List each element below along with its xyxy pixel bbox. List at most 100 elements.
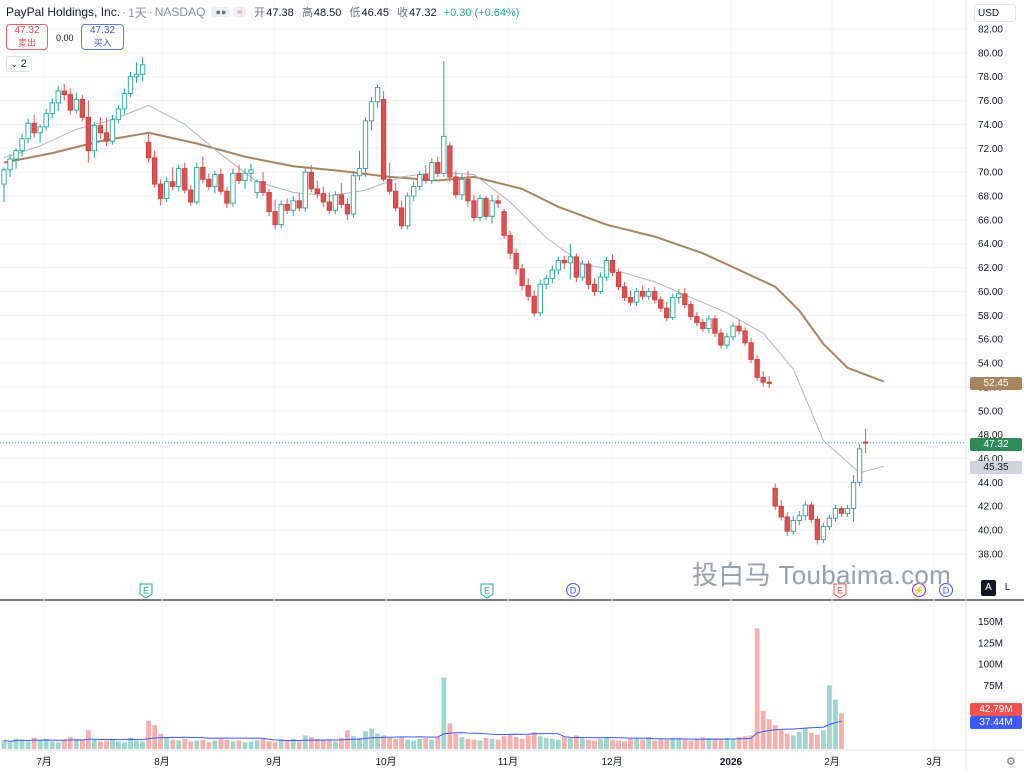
time-axis[interactable]: 7月 8月 9月 10月 11月 12月 2026 2月 3月 — [36, 756, 942, 768]
eye-icon[interactable]: ●● — [211, 7, 231, 17]
volume-bar — [387, 737, 392, 749]
candle-body — [248, 169, 254, 174]
candle-body — [411, 186, 417, 197]
volume-bar — [417, 738, 423, 749]
candle-body — [477, 197, 483, 218]
volume-bar — [592, 740, 597, 749]
candle-body — [399, 207, 405, 227]
volume-bar — [1, 740, 7, 749]
compare-icon[interactable]: ≈ — [233, 7, 247, 17]
indicators-toggle[interactable]: ⌄ 2 — [6, 56, 32, 72]
candle-body — [621, 286, 628, 298]
candle-body — [561, 259, 567, 264]
volume-bar — [339, 737, 344, 749]
volume-bar — [314, 738, 320, 749]
price-axis[interactable]: 82.00 80.00 78.00 76.00 74.00 72.00 70.00 68.00… — [978, 25, 1003, 561]
candle-body — [139, 64, 146, 75]
candle-body — [856, 448, 863, 483]
volume-bar — [351, 736, 356, 749]
candle-body — [802, 504, 808, 517]
candle-body — [483, 197, 489, 217]
volume-bar — [188, 741, 194, 749]
candle-body — [862, 441, 869, 444]
candle-body — [13, 150, 19, 160]
volume-bar — [718, 739, 724, 749]
candle-body — [615, 271, 622, 288]
candle-body — [254, 181, 260, 193]
volume-bar — [357, 737, 362, 749]
candle-body — [19, 138, 25, 152]
candle-body — [501, 211, 507, 236]
candle-body — [772, 487, 778, 507]
volume-bar — [152, 725, 158, 749]
time-tick-label: 3月 — [926, 756, 942, 768]
candle-body — [778, 505, 784, 518]
exchange: NASDAQ — [154, 5, 206, 19]
event-label: E — [837, 586, 843, 596]
volume-bar — [218, 738, 224, 749]
candle-body — [465, 178, 471, 202]
candle-body — [447, 145, 453, 178]
candle-body — [573, 256, 580, 278]
candle-body — [555, 259, 561, 271]
candle-body — [157, 183, 164, 199]
volume-bar — [206, 742, 212, 749]
volume-bar — [399, 737, 405, 749]
price-tick-label: 54.00 — [978, 359, 1003, 370]
candle-body — [145, 141, 152, 159]
candle-body — [790, 520, 796, 532]
volume-ma-line — [3, 720, 842, 742]
symbol-name[interactable]: PayPal Holdings, Inc. — [6, 5, 121, 19]
price-tick-label: 48.00 — [978, 430, 1003, 441]
volume-bar — [25, 741, 31, 749]
volume-bar — [754, 628, 760, 749]
candle-body — [850, 481, 857, 510]
volume-bar — [110, 738, 115, 749]
volume-bar — [634, 737, 640, 749]
event-dividend-marker — [939, 583, 953, 597]
volume-bar — [772, 725, 778, 749]
candle-body — [742, 330, 748, 344]
volume-bar — [49, 741, 55, 749]
candle-body — [459, 178, 465, 196]
sell-button[interactable]: 47.32 卖出 — [6, 24, 48, 50]
volume-bar — [586, 739, 591, 749]
candle-body — [121, 92, 128, 110]
candle-body — [682, 293, 688, 306]
volume-bar — [658, 738, 664, 749]
auto-scale-button[interactable]: A — [981, 580, 996, 596]
volume-bar — [814, 734, 820, 749]
currency-select[interactable]: USD — [974, 4, 1016, 22]
candle-body — [200, 166, 206, 180]
volume-bar — [320, 740, 326, 749]
candle-body — [212, 174, 218, 187]
buy-button[interactable]: 47.32 买入 — [81, 24, 124, 50]
time-tick-label: 10月 — [375, 756, 396, 768]
candle-body — [525, 285, 531, 297]
volume-bar — [326, 739, 332, 749]
candle-body — [537, 283, 543, 314]
candle-body — [640, 291, 646, 297]
volume-bar — [254, 740, 260, 749]
volume-axis[interactable]: 150M125M100M75M50M — [978, 617, 1003, 713]
volume-bar — [676, 738, 682, 749]
interval[interactable]: 1天 — [128, 5, 147, 20]
volume-bar — [646, 737, 652, 749]
candle-body — [194, 166, 200, 203]
log-scale-button[interactable]: L — [1004, 582, 1011, 593]
volume-bar — [19, 739, 25, 749]
gear-icon[interactable]: ⚙ — [1006, 756, 1016, 768]
volume-bar — [489, 738, 495, 749]
candle-body — [302, 171, 308, 209]
volume-bar — [616, 740, 621, 749]
price-tick-label: 66.00 — [978, 215, 1003, 226]
candle-body — [688, 304, 694, 317]
volume-bar — [507, 734, 513, 749]
sma-fast-price-label: 45.35 — [970, 461, 1022, 474]
candle-body — [597, 276, 604, 292]
volume-bar — [513, 737, 519, 749]
price-tick-label: 42.00 — [978, 502, 1003, 513]
volume-bar — [435, 737, 441, 749]
